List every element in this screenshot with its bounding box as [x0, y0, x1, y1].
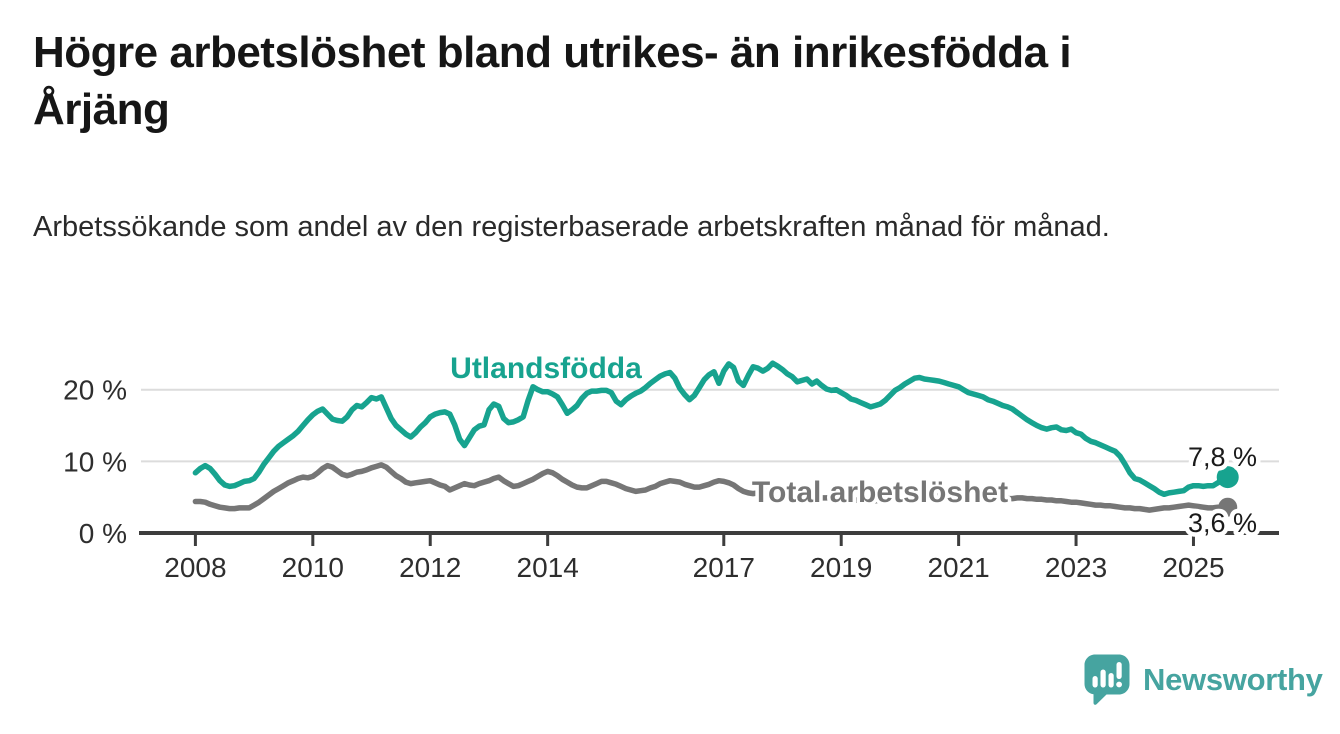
- series-line-utlandsfodda: [192, 360, 1231, 498]
- series-name-label-utlandsfodda: Utlandsfödda: [450, 352, 642, 385]
- newsworthy-logo-icon: [1084, 654, 1130, 705]
- x-tick-label: 2008: [164, 552, 226, 583]
- x-tick-label: 2010: [282, 552, 344, 583]
- x-tick-label: 2021: [927, 552, 989, 583]
- x-tick-label: 2014: [517, 552, 579, 583]
- logo-bar-tall: [1100, 669, 1106, 688]
- logo-bar-short: [1092, 676, 1098, 688]
- x-tick-label: 2019: [810, 552, 872, 583]
- x-tick-label: 2025: [1162, 552, 1224, 583]
- chart-title: Högre arbetslöshet bland utrikes- än inr…: [33, 28, 1072, 135]
- x-tick-label: 2012: [399, 552, 461, 583]
- newsworthy-logo: Newsworthy: [1083, 652, 1323, 708]
- y-tick-label: 20 %: [63, 375, 127, 406]
- series-end-dot-total: [1218, 497, 1238, 517]
- x-tick-label: 2017: [693, 552, 755, 583]
- logo-exclamation-bar: [1116, 662, 1122, 679]
- logo-bar-mid: [1108, 673, 1114, 688]
- y-tick-label: 0 %: [79, 518, 127, 549]
- chart-subtitle: Arbetssökande som andel av den registerb…: [33, 211, 1110, 243]
- series-end-label: 3,6 %: [1188, 508, 1257, 538]
- line-chart: 2008 2010 2012 2014 2017 2019 2021 2023 2025 0 % 1…: [63, 352, 1279, 583]
- y-tick-label: 10 %: [63, 446, 127, 477]
- series-line-total: [192, 462, 1231, 513]
- x-tick-label: 2023: [1045, 552, 1107, 583]
- series-end-dot-utlandsfodda: [1216, 466, 1239, 489]
- logo-exclamation-dot: [1116, 681, 1122, 688]
- series-name-label-total: Total arbetslöshet: [752, 476, 1008, 509]
- series-end-label: 7,8 %: [1188, 442, 1257, 472]
- newsworthy-logo-text: Newsworthy: [1143, 662, 1323, 697]
